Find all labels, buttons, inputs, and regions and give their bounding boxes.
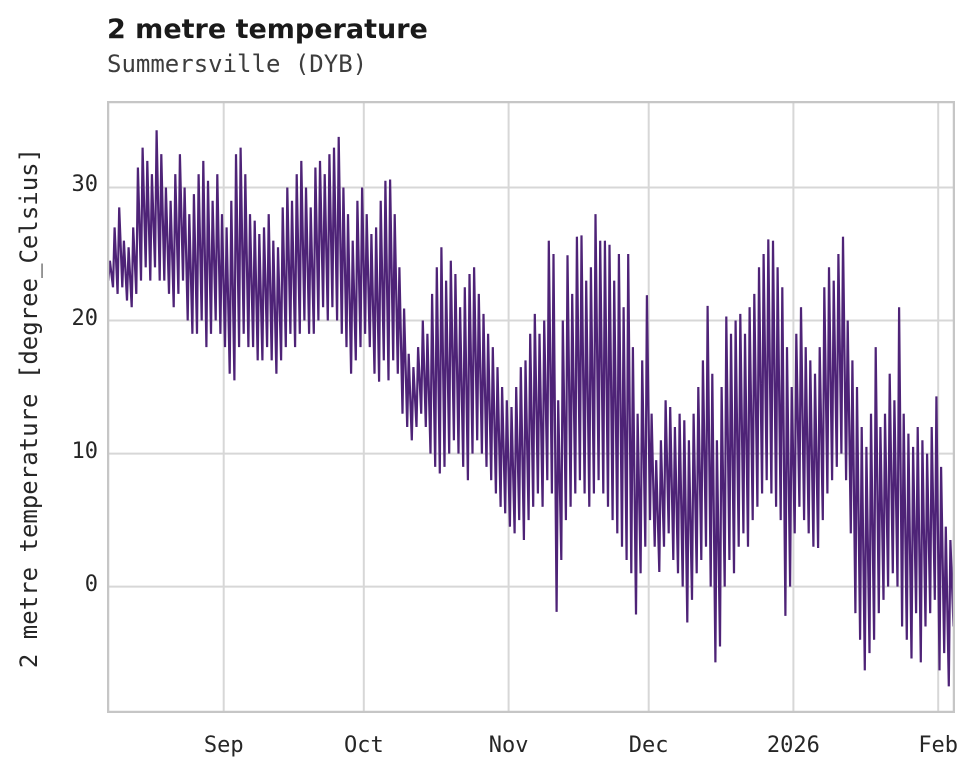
chart-subtitle: Summersville (DYB) (107, 50, 368, 78)
x-tick-label: Dec (628, 733, 669, 758)
x-tick-label: 2026 (766, 733, 820, 758)
temperature-line (107, 130, 955, 687)
y-tick-label: 0 (84, 571, 98, 597)
x-tick-label: Sep (203, 733, 244, 758)
y-tick-label: 10 (71, 438, 99, 464)
x-tick-label: Oct (343, 733, 384, 758)
chart-title: 2 metre temperature (107, 14, 428, 45)
y-tick-label: 20 (71, 305, 99, 331)
plot-area (107, 101, 955, 713)
y-tick-label: 30 (71, 172, 99, 198)
x-tick-label: Nov (488, 733, 529, 758)
plot-border (107, 101, 955, 713)
x-tick-label: Feb (918, 733, 959, 758)
